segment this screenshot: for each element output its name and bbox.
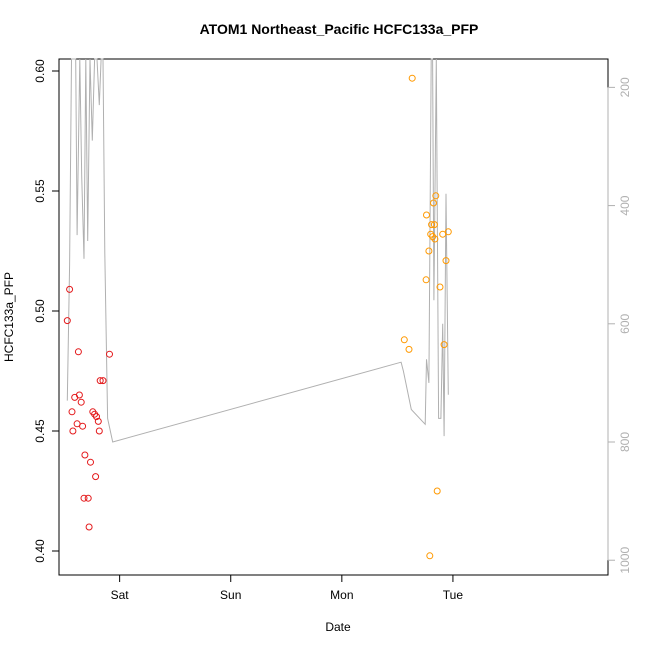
data-point <box>81 451 89 459</box>
y-tick-label: 0.50 <box>33 299 47 323</box>
data-points-layer <box>63 74 452 560</box>
data-point <box>408 74 416 82</box>
data-point <box>92 473 100 481</box>
data-point <box>68 408 76 416</box>
right-axis-series-layer <box>66 58 449 443</box>
data-point <box>433 487 441 495</box>
y-axis-label: HCFC133a_PFP <box>2 272 16 362</box>
data-point <box>439 230 447 238</box>
y-tick-label: 0.45 <box>33 419 47 443</box>
y2-tick-label: 200 <box>618 77 632 97</box>
data-point <box>85 523 93 531</box>
data-point <box>430 199 437 207</box>
data-point <box>428 221 436 229</box>
x-tick-label: Mon <box>330 588 353 602</box>
data-point <box>66 285 74 293</box>
data-point <box>87 458 94 466</box>
data-point <box>400 336 408 344</box>
data-point <box>436 283 444 291</box>
data-point <box>79 422 87 430</box>
data-point <box>96 377 104 385</box>
y2-tick-label: 800 <box>618 432 632 452</box>
data-point <box>431 235 439 243</box>
data-point <box>425 247 433 255</box>
data-point <box>429 233 437 241</box>
data-point <box>106 350 113 358</box>
data-point <box>444 228 452 236</box>
data-point <box>84 494 92 502</box>
data-point <box>63 317 71 325</box>
y-tick-label: 0.40 <box>33 539 47 563</box>
x-axis-label: Date <box>325 620 351 634</box>
data-point <box>423 211 430 219</box>
data-point <box>93 413 100 421</box>
data-point <box>426 552 434 560</box>
y2-tick-label: 600 <box>618 313 632 333</box>
series-line <box>66 58 449 443</box>
data-point <box>74 348 82 356</box>
data-point <box>77 398 85 406</box>
data-point <box>80 494 88 502</box>
y2-tick-label: 1000 <box>618 547 632 574</box>
right-y-axis: 200 400 600 800 1000 <box>607 77 632 574</box>
plot-frame <box>58 58 609 576</box>
data-point <box>69 427 77 435</box>
y2-tick-label: 400 <box>618 195 632 215</box>
data-point <box>94 417 102 425</box>
data-point <box>405 345 413 353</box>
x-tick-label: Tue <box>443 588 464 602</box>
data-point <box>75 391 83 399</box>
data-point <box>430 221 438 229</box>
y-tick-label: 0.60 <box>33 59 47 83</box>
data-point <box>95 427 103 435</box>
data-point <box>432 192 440 200</box>
x-tick-label: Sun <box>220 588 241 602</box>
data-point <box>440 341 448 349</box>
y-tick-label: 0.55 <box>33 179 47 203</box>
x-axis: Sat Sun Mon Tue <box>111 574 464 602</box>
y-axis: 0.40 0.45 0.50 0.55 0.60 <box>33 59 60 563</box>
x-tick-label: Sat <box>111 588 130 602</box>
chart-title: ATOM1 Northeast_Pacific HCFC133a_PFP <box>200 21 479 37</box>
data-point <box>99 377 107 385</box>
data-point <box>442 257 450 265</box>
data-point <box>422 276 430 284</box>
